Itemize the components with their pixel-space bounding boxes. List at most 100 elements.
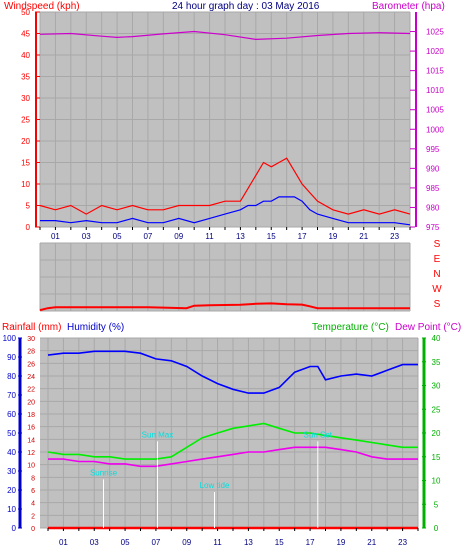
humidity-y-tick-label: 80 [7, 372, 16, 381]
direction-label: E [434, 254, 441, 265]
humidity-y-tick-label: 100 [3, 334, 17, 343]
series-line-temperature [47, 422, 418, 460]
direction-grid [39, 242, 411, 312]
rain-y-tick-label: 24 [27, 374, 35, 381]
humidity-y-tick-label: 40 [7, 448, 16, 457]
wind-x-tick-label: 11 [205, 232, 214, 241]
wind-x-tick-label: 01 [51, 232, 60, 241]
rainfall-axis-label: Rainfall (mm) [2, 322, 61, 333]
wind-x-tick-label: 13 [236, 232, 245, 241]
temperature-axis-label: Temperature (°C) [312, 322, 389, 333]
barometer-axis-label: Barometer (hpa) [372, 1, 445, 12]
wind-y-tick-label: 35 [21, 73, 30, 82]
wind-y-tick-label: 20 [21, 137, 30, 146]
baro-y-tick-label: 1025 [426, 28, 444, 37]
baro-y-tick-label: 985 [426, 184, 440, 193]
temp-y-tick-label: 35 [432, 358, 441, 367]
temp-x-tick-label: 13 [244, 538, 253, 547]
baro-y-tick-label: 975 [426, 223, 440, 232]
windspeed-axis-label: Windspeed (kph) [4, 1, 80, 12]
series-line-gust [39, 157, 411, 215]
rain-y-tick-label: 6 [31, 488, 35, 495]
rain-y-tick-label: 28 [27, 349, 35, 356]
humidity-y-tick-label: 50 [7, 429, 16, 438]
baro-y-tick-label: 1005 [426, 106, 444, 115]
wind-x-tick-label: 19 [328, 232, 337, 241]
wind-y-tick-label: 0 [26, 223, 31, 232]
humidity-y-tick-label: 20 [7, 486, 16, 495]
baro-y-tick-label: 1015 [426, 67, 444, 76]
baro-y-tick-label: 990 [426, 164, 440, 173]
temp-x-tick-label: 01 [59, 538, 68, 547]
humidity-y-tick-label: 10 [7, 505, 16, 514]
humidity-y-tick-label: 60 [7, 410, 16, 419]
temp-panel-background [40, 338, 418, 528]
rain-y-tick-label: 16 [27, 425, 35, 432]
wind-y-tick-label: 25 [21, 116, 30, 125]
rain-y-tick-label: 2 [31, 513, 35, 520]
temp-x-tick-label: 07 [151, 538, 160, 547]
rain-y-tick-label: 26 [27, 361, 35, 368]
temp-y-tick-label: 20 [432, 429, 441, 438]
annotations: Sunrise Sun Max Low tide Sun Set [90, 430, 333, 528]
temp-x-tick-label: 19 [336, 538, 345, 547]
temp-y-tick-label: 30 [432, 382, 441, 391]
annotation-label: Sun Max [142, 430, 174, 439]
wind-y-tick-label: 5 [26, 202, 31, 211]
series-line-avg [40, 196, 411, 226]
annotation-label: Sunrise [90, 468, 118, 477]
dewpoint-axis-label: Dew Point (°C) [395, 322, 461, 333]
series-line-dewpoint [48, 446, 418, 468]
wind-y-tick-label: 15 [21, 159, 30, 168]
temp-x-tick-label: 23 [398, 538, 407, 547]
temp-x-tick-label: 15 [275, 538, 284, 547]
temp-x-tick-label: 17 [306, 538, 315, 547]
rain-y-tick-label: 30 [27, 336, 35, 343]
humidity-y-tick-label: 70 [7, 391, 16, 400]
temp-y-tick-label: 5 [434, 500, 439, 509]
rain-y-tick-label: 8 [31, 475, 35, 482]
chart-title: 24 hour graph day : 03 May 2016 [172, 1, 320, 12]
rain-y-tick-label: 0 [31, 526, 35, 533]
wind-x-tick-label: 21 [359, 232, 368, 241]
rain-y-tick-label: 14 [27, 437, 35, 444]
temp-y-tick-label: 15 [432, 453, 441, 462]
baro-y-tick-label: 1020 [426, 47, 444, 56]
wind-y-tick-label: 10 [21, 180, 30, 189]
baro-y-tick-label: 1010 [426, 86, 444, 95]
temp-y-tick-label: 10 [432, 477, 441, 486]
direction-series [39, 302, 410, 312]
humidity-y-tick-label: 30 [7, 467, 16, 476]
temp-y-tick-label: 0 [434, 524, 439, 533]
temp-x-tick-label: 05 [121, 538, 130, 547]
temp-y-tick-label: 40 [432, 334, 441, 343]
wind-y-tick-label: 40 [21, 51, 30, 60]
annotation-label: Low tide [200, 481, 230, 490]
direction-label: N [433, 269, 440, 280]
direction-label: W [432, 284, 442, 295]
baro-y-tick-label: 980 [426, 203, 440, 212]
wind-x-tick-label: 07 [143, 232, 152, 241]
humidity-axis-label: Humidity (%) [67, 322, 124, 333]
series-line-humidity [47, 350, 418, 394]
rain-y-tick-label: 12 [27, 450, 35, 457]
direction-label: S [434, 299, 441, 310]
annotation-label: Sun Set [304, 430, 333, 439]
wind-x-tick-label: 03 [82, 232, 91, 241]
humidity-y-tick-label: 90 [7, 353, 16, 362]
temp-x-tick-label: 09 [182, 538, 191, 547]
axes: 0510152025303540455097598098599099510001… [3, 8, 445, 547]
wind-y-tick-label: 45 [21, 30, 30, 39]
rain-y-tick-label: 4 [31, 501, 35, 508]
temp-x-tick-label: 21 [367, 538, 376, 547]
wind-series [39, 30, 411, 226]
humidity-y-tick-label: 0 [12, 524, 17, 533]
wind-x-tick-label: 09 [174, 232, 183, 241]
wind-x-tick-label: 05 [113, 232, 122, 241]
rain-y-tick-label: 10 [27, 463, 35, 470]
wind-x-tick-label: 23 [390, 232, 399, 241]
series-line-baro [39, 30, 411, 41]
wind-y-tick-label: 30 [21, 94, 30, 103]
